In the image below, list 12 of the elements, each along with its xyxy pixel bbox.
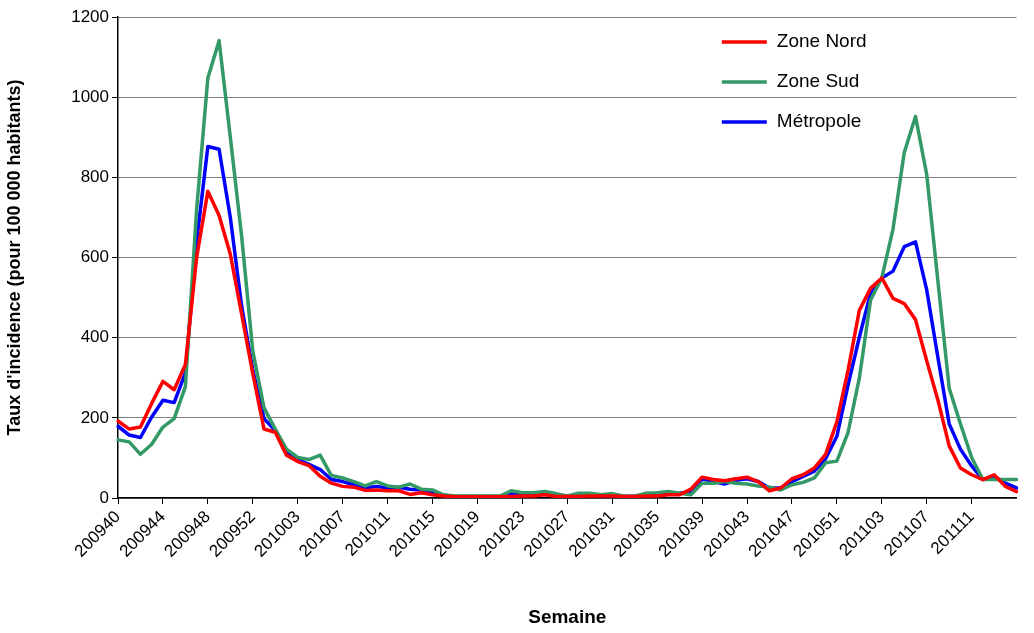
y-tick-label: 1200 xyxy=(71,6,109,26)
y-tick-label: 0 xyxy=(99,487,109,507)
y-tick-label: 1000 xyxy=(71,86,109,106)
y-tick-label: 800 xyxy=(80,167,109,187)
y-tick-label: 600 xyxy=(80,247,109,267)
legend-label: Métropole xyxy=(776,110,862,132)
legend-label: Zone Nord xyxy=(776,30,867,52)
y-axis-title: Taux d'incidence (pour 100 000 habitants) xyxy=(3,79,24,436)
y-tick-label: 400 xyxy=(80,327,109,347)
x-axis-title: Semaine xyxy=(528,605,607,627)
y-tick-label: 200 xyxy=(80,407,109,427)
legend-label: Zone Sud xyxy=(776,70,860,92)
